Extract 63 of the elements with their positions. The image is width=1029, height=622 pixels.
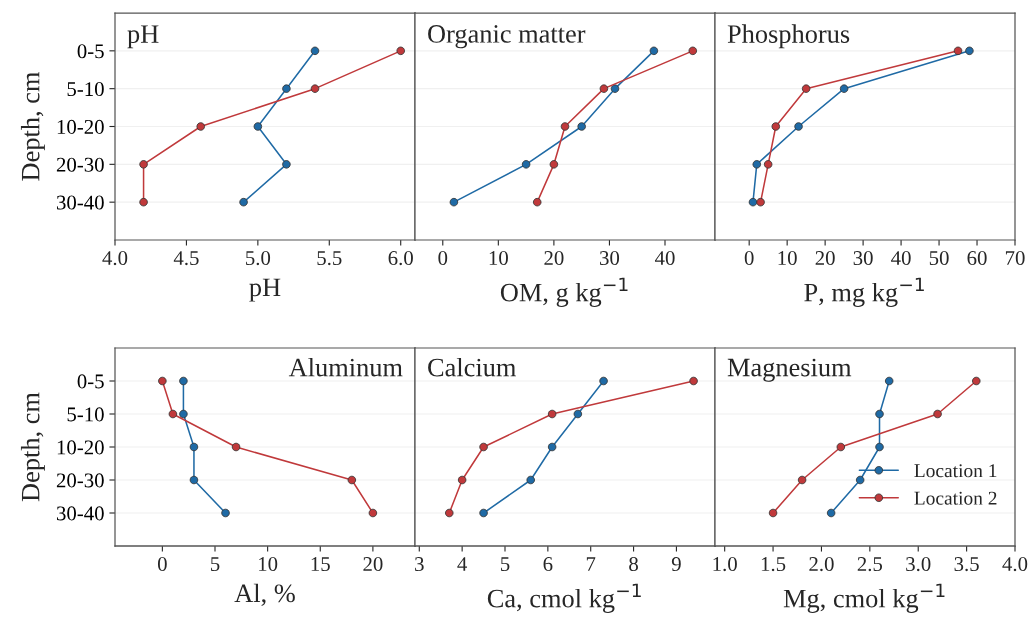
x-tick-label: 50 (929, 251, 949, 266)
x-tick-label: 6.0 (388, 251, 413, 266)
x-tick-label: 70 (1005, 251, 1025, 266)
x-tick-label: 5.5 (317, 251, 342, 266)
x-axis-title: Al, % (234, 583, 295, 607)
chart-title: Organic matter (428, 25, 586, 49)
chart-title: Magnesium (727, 358, 852, 382)
y-tick-label: 20-30 (56, 157, 104, 172)
x-tick-label: 4.5 (173, 251, 199, 266)
x-tick-label: 60 (967, 251, 987, 266)
x-axis-title: OM, g kg$^{−1}$ (500, 277, 628, 307)
x-tick-label: 4.0 (1002, 557, 1028, 572)
chart-title: pH (127, 25, 159, 49)
x-axis-title: pH (249, 278, 281, 302)
chart-title: Phosphorus (727, 24, 850, 49)
x-tick-label: 1.5 (761, 557, 786, 572)
x-tick-label: 7 (586, 557, 596, 571)
chart-title: Calcium (428, 357, 516, 377)
x-tick-label: 0 (744, 251, 754, 266)
x-tick-label: 1.0 (713, 557, 737, 572)
x-tick-label: 3 (415, 557, 424, 572)
y-tick-label: 0-5 (77, 44, 104, 59)
x-axis-title: Mg, cmol kg$^{−1}$ (783, 583, 945, 613)
chart-title: Aluminum (288, 357, 403, 377)
x-tick-label: 2.5 (857, 557, 883, 572)
x-tick-label: 8 (629, 557, 638, 572)
x-tick-label: 5.0 (246, 251, 271, 266)
x-axis-title: P, mg kg$^{−1}$ (804, 277, 924, 307)
x-tick-label: 15 (311, 557, 330, 572)
y-tick-label: 30-40 (56, 195, 104, 210)
x-tick-label: 9 (671, 557, 681, 572)
y-tick-label: 10-20 (57, 119, 104, 134)
x-tick-label: 5 (211, 557, 220, 572)
y-tick-label: 30-40 (56, 506, 104, 521)
legend-label: Location 2 (914, 491, 997, 505)
y-axis-title: Depth, cm (20, 71, 45, 181)
x-tick-label: 20 (544, 251, 564, 266)
x-tick-label: 30 (600, 251, 620, 266)
x-tick-label: 10 (489, 251, 508, 266)
x-tick-label: 2.0 (809, 557, 834, 572)
x-tick-label: 3.0 (906, 557, 931, 572)
x-tick-label: 4.0 (102, 251, 128, 266)
x-tick-label: 40 (654, 251, 675, 266)
y-tick-label: 10-20 (57, 440, 104, 455)
y-tick-label: 5-10 (67, 82, 104, 97)
y-tick-label: 5-10 (67, 407, 104, 422)
x-tick-label: 4 (457, 557, 468, 571)
x-tick-label: 5 (501, 557, 510, 572)
x-tick-label: 20 (815, 251, 835, 266)
x-tick-label: 0 (157, 557, 167, 572)
x-axis-title: Ca, cmol kg$^{−1}$ (487, 583, 641, 613)
x-tick-label: 40 (891, 251, 911, 266)
y-tick-label: 0-5 (77, 374, 104, 389)
legend-label: Location 1 (914, 464, 997, 478)
x-tick-label: 0 (438, 251, 448, 266)
x-tick-label: 20 (363, 557, 383, 572)
y-tick-label: 20-30 (56, 473, 104, 488)
x-tick-label: 30 (853, 251, 873, 266)
x-tick-label: 3.5 (954, 557, 979, 572)
x-tick-label: 6 (543, 557, 553, 572)
x-tick-label: 10 (259, 557, 278, 572)
x-tick-label: 10 (778, 251, 797, 266)
y-axis-title: Depth, cm (20, 392, 45, 502)
